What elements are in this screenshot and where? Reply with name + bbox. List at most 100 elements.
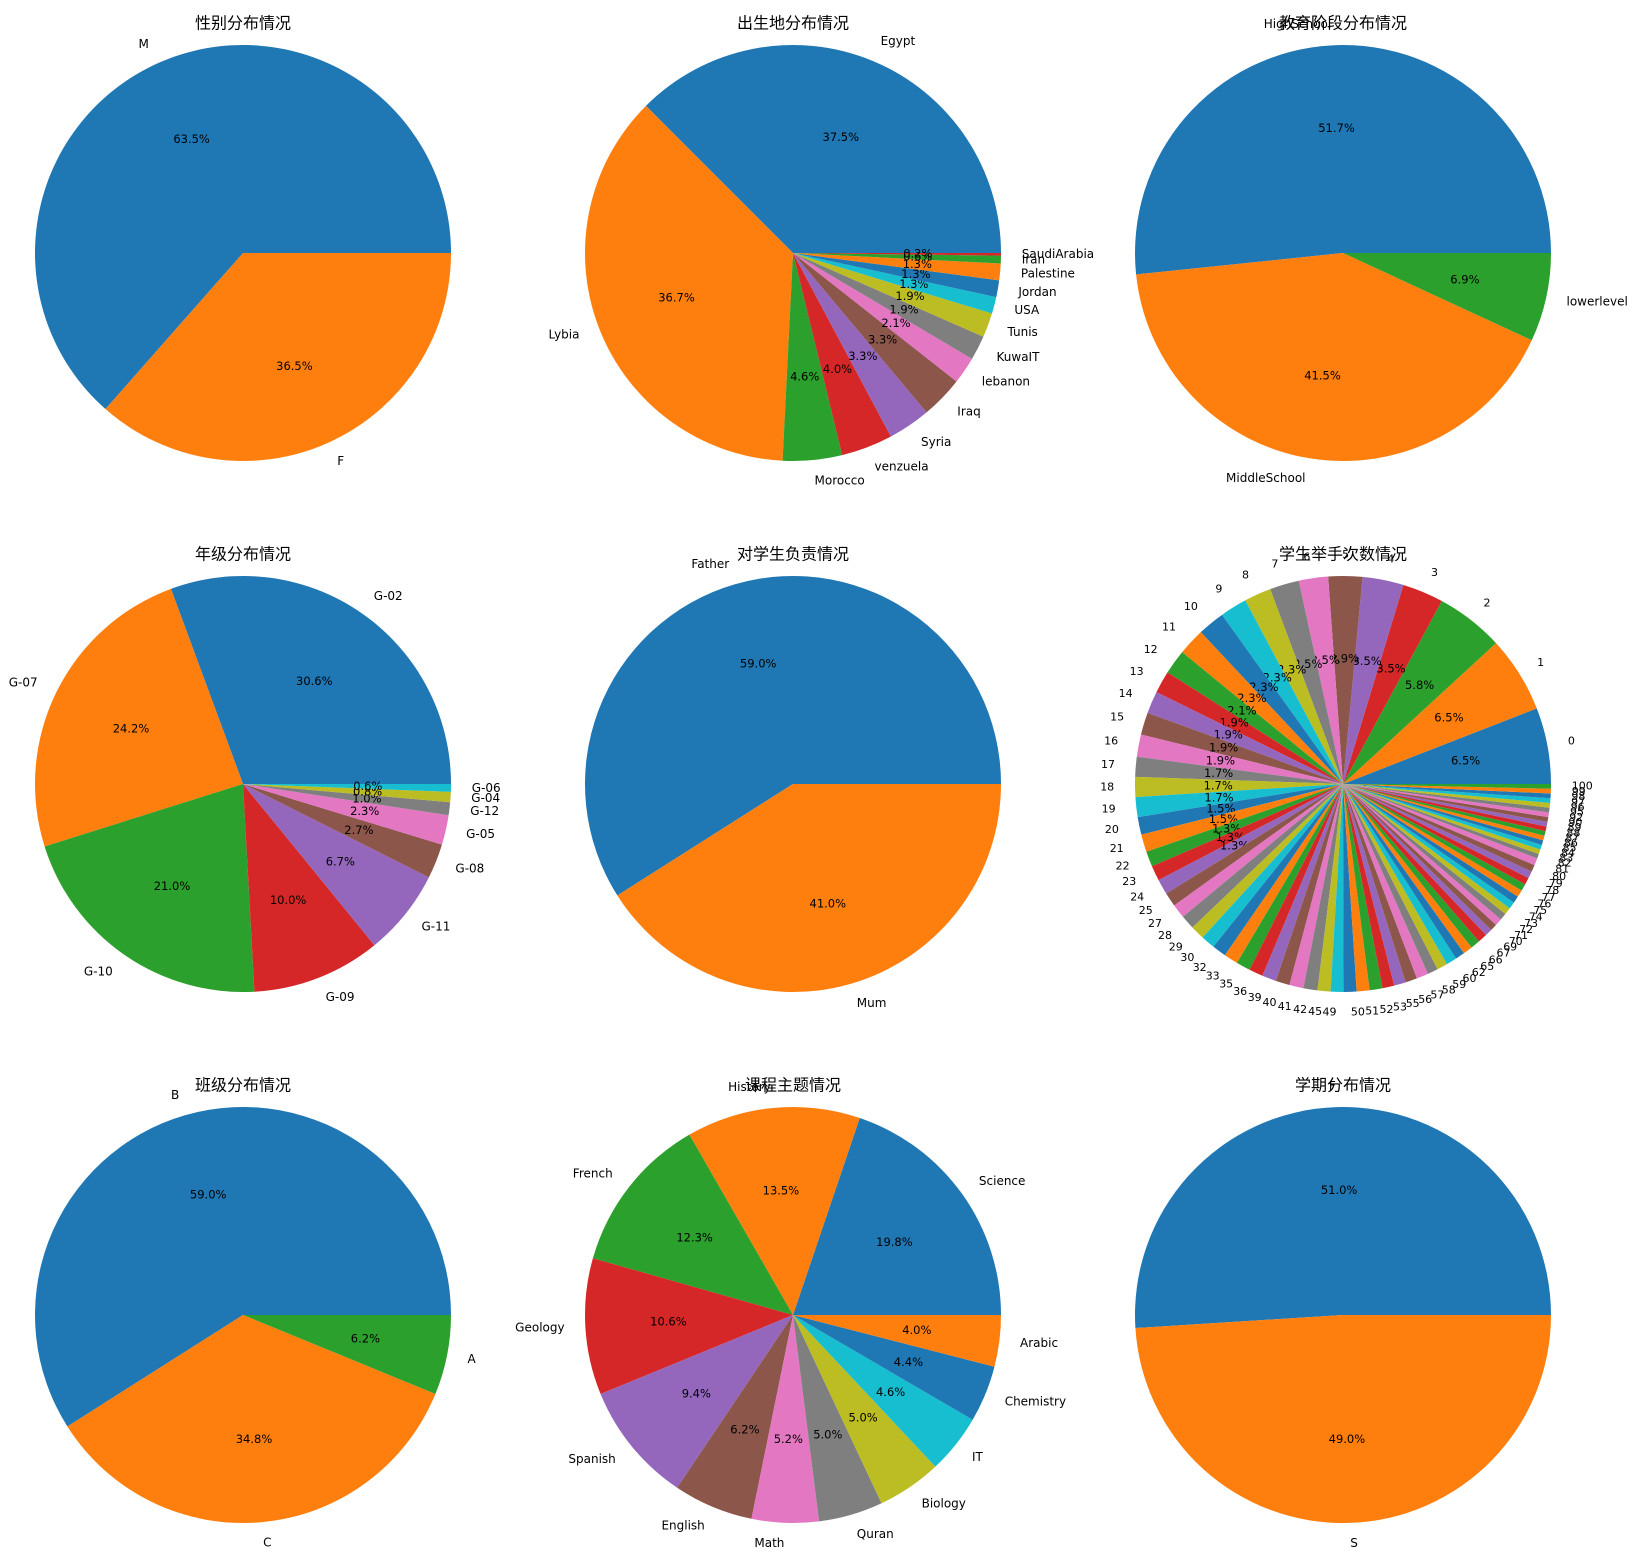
chart-title: 学生举手次数情况 [1279,545,1407,564]
slice-label-69: 69 [1503,940,1517,953]
pie-slice-19 [1135,784,1343,818]
slice-percent-arabic: 4.0% [902,1323,931,1337]
pie-slice-22 [1146,784,1343,867]
pie-slice-morocco [782,253,843,462]
pie-slice-87 [1343,784,1546,836]
slice-percent-3: 3.5% [1376,661,1405,675]
slice-label-egypt: Egypt [881,34,916,48]
pie-slice-77 [1343,784,1526,891]
pie-slice-30 [1202,784,1343,947]
pie-panel-4: G-02 30.6% G-07 24.2% G-10 21.0% G-09 10.0% G-11… [9,545,501,1004]
slice-label-66: 66 [1489,954,1503,967]
pie-slice-21 [1141,784,1343,852]
pie-slice-40 [1275,784,1343,985]
slice-label-english: English [661,1519,704,1533]
slice-percent-12: 2.1% [1227,703,1256,717]
pie-slice-tunis [793,253,992,337]
slice-label-3: 3 [1431,566,1438,579]
slice-percent-g-06: 0.6% [353,779,382,793]
pie-slice-a [243,1315,451,1394]
slice-label-g-07: G-07 [9,676,38,690]
slice-label-kuwait: KuwaIT [997,350,1041,364]
pie-slice-4 [1343,576,1404,784]
chart-title: 班级分布情况 [195,1076,291,1095]
pie-slice-father [584,575,1002,896]
slice-label-12: 12 [1144,643,1158,656]
slice-label-saudiarabia: SaudiArabia [1022,247,1094,261]
pie-slice-99 [1343,784,1551,794]
pie-slice-72 [1343,784,1506,920]
pie-slice-98 [1343,784,1551,799]
chart-title: 对学生负责情况 [737,545,849,564]
slice-percent-16: 1.9% [1206,753,1235,767]
slice-percent-biology: 5.0% [848,1411,877,1425]
pie-slice-88 [1343,784,1547,832]
pie-slice-g-07 [34,588,243,847]
slice-percent-syria: 3.3% [848,349,877,363]
pie-slice-english [677,1315,793,1519]
slice-label-30: 30 [1180,951,1194,964]
slice-percent-chemistry: 4.4% [894,1355,923,1369]
pie-slice-73 [1343,784,1510,915]
slice-label-58: 58 [1442,983,1456,996]
pie-slice-3 [1343,584,1442,784]
slice-label-g-04: G-04 [471,791,500,805]
slice-percent-s: 49.0% [1329,1432,1366,1446]
chart-title: 教育阶段分布情况 [1279,14,1407,33]
slice-percent-4: 3.5% [1352,654,1381,668]
slice-label-50: 50 [1351,1006,1365,1019]
pie-slice-81 [1343,784,1538,866]
slice-percent-geology: 10.6% [650,1315,687,1329]
slice-label-lebanon: lebanon [982,375,1030,389]
pie-slice-12 [1167,652,1343,784]
slice-percent-math: 5.2% [774,1432,803,1446]
slice-percent-history: 13.5% [763,1183,800,1197]
pie-slice-76 [1343,784,1522,897]
slice-percent-b: 59.0% [190,1188,227,1202]
pie-slice-65 [1343,784,1472,954]
slice-label-76: 76 [1537,898,1551,911]
slice-label-history: History [728,1080,771,1094]
pie-slice-jordan [793,253,1000,298]
pie-slice-51 [1343,784,1370,992]
slice-percent-g-05: 2.3% [350,804,379,818]
slice-label-highschool: HighSchool [1264,17,1331,31]
pie-slice-17 [1135,756,1343,784]
pie-slice-math [751,1315,820,1524]
pie-slice-24 [1158,784,1343,894]
pie-slice-62 [1343,784,1464,959]
slice-label-73: 73 [1524,917,1538,930]
slice-label-a: A [468,1352,477,1366]
pie-slice-42 [1303,784,1343,991]
pie-slice-lybia [584,105,793,461]
slice-percent-quran: 5.0% [813,1427,842,1441]
slice-label-72: 72 [1519,923,1533,936]
pie-slice-50 [1343,784,1357,992]
pie-slice-b [35,1106,452,1427]
pie-panel-3: HighSchool 51.7% MiddleSchool 41.5% lowerlev… [1134,14,1628,485]
slice-label-23: 23 [1122,875,1136,888]
slice-label-39: 39 [1248,991,1262,1004]
chart-title: 年级分布情况 [195,545,291,564]
pie-slice-iran [793,253,1001,264]
slice-label-2: 2 [1484,596,1491,609]
pie-slice-78 [1343,784,1529,885]
pie-slice-g-11 [243,784,429,946]
slice-label-18: 18 [1100,780,1114,793]
pie-slice-96 [1343,784,1551,808]
slice-label-56: 56 [1418,993,1432,1006]
slice-label-jordan: Jordan [1017,285,1056,299]
pie-slice-quran [793,1315,882,1522]
pie-panel-6: 0 6.5% 1 6.5% 2 5.8% 3 3.5% 4 3.5% 5 2.9% 6 2.5% 7 2.5%… [1100,545,1593,1019]
pie-slice-g-05 [243,784,449,845]
slice-label-f: F [1329,1079,1336,1093]
slice-percent-a: 6.2% [351,1332,380,1346]
pie-slice-27 [1174,784,1343,917]
slice-percent-f: 36.5% [276,359,313,373]
slice-label-french: French [573,1167,613,1181]
slice-label-7: 7 [1271,558,1278,571]
chart-title: 课程主题情况 [745,1076,841,1095]
slice-label-morocco: Morocco [815,473,865,487]
pie-slice-49 [1330,784,1344,993]
pie-slice-c [67,1315,436,1524]
